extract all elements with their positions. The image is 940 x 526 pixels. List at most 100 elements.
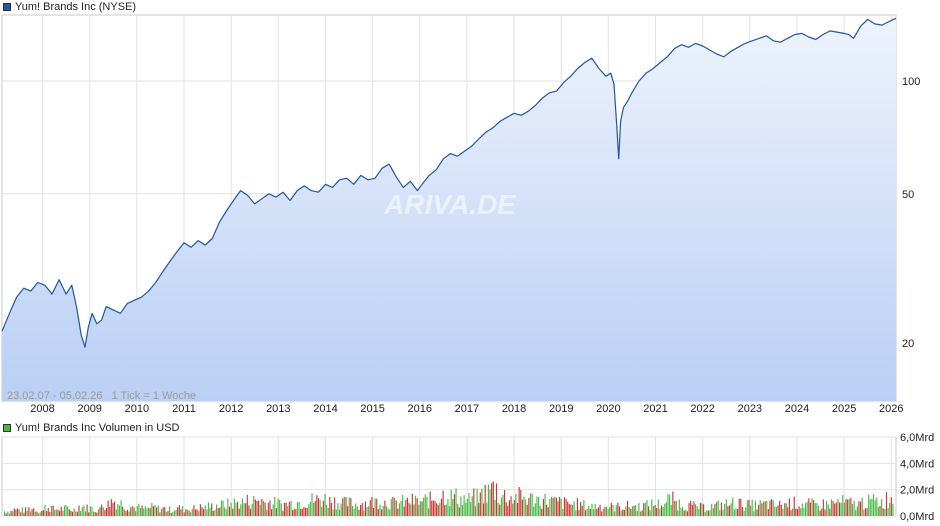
volume-bar xyxy=(526,504,528,516)
x-tick-label: 2024 xyxy=(785,403,809,415)
volume-bar xyxy=(149,508,151,516)
volume-bar xyxy=(139,507,142,516)
volume-bar xyxy=(675,501,677,516)
volume-bar xyxy=(612,504,614,516)
volume-bar xyxy=(552,498,554,516)
volume-bar xyxy=(60,506,62,516)
volume-bar xyxy=(468,492,470,516)
volume-bar xyxy=(673,500,676,516)
volume-bar xyxy=(717,500,719,516)
volume-bar xyxy=(152,506,154,516)
volume-bar xyxy=(47,508,49,516)
volume-bar xyxy=(277,498,279,516)
volume-bar xyxy=(720,502,722,516)
volume-bar xyxy=(754,500,756,516)
volume-bar xyxy=(738,498,740,516)
volume-bar xyxy=(243,503,245,516)
volume-bar xyxy=(777,505,779,516)
volume-bar xyxy=(800,508,802,516)
volume-bar xyxy=(544,493,546,516)
volume-bar xyxy=(146,508,148,516)
x-tick-label: 2012 xyxy=(219,403,243,415)
price-series-line xyxy=(1,17,897,348)
volume-bar xyxy=(368,506,370,516)
volume-bar xyxy=(716,501,718,516)
volume-bar xyxy=(390,499,392,516)
volume-bar xyxy=(677,510,679,516)
volume-bar xyxy=(235,502,237,516)
x-tick-label: 2022 xyxy=(690,403,714,415)
x-tick-label: 2018 xyxy=(502,403,526,415)
volume-bar xyxy=(790,510,792,516)
volume-bar xyxy=(877,507,879,516)
volume-bar xyxy=(688,503,690,516)
volume-bar xyxy=(484,485,486,516)
volume-bar xyxy=(724,503,726,516)
volume-bar xyxy=(220,500,222,516)
volume-bar xyxy=(21,507,23,516)
volume-bar xyxy=(185,509,187,516)
volume-bar xyxy=(398,503,400,516)
volume-bar xyxy=(497,502,499,516)
volume-bar xyxy=(88,512,90,516)
volume-bar xyxy=(722,509,724,516)
volume-bar xyxy=(135,511,137,516)
volume-bar xyxy=(405,499,407,516)
volume-bar xyxy=(295,509,297,516)
volume-bar xyxy=(97,509,99,516)
volume-bar xyxy=(571,504,574,516)
volume-bar xyxy=(740,498,742,516)
volume-bar xyxy=(151,503,153,516)
volume-bar xyxy=(138,503,140,516)
x-tick-label: 2023 xyxy=(738,403,762,415)
volume-bar xyxy=(450,489,452,516)
volume-bar xyxy=(568,504,570,516)
volume-bar xyxy=(256,500,258,516)
volume-bar xyxy=(842,495,844,516)
volume-bar xyxy=(814,503,816,516)
volume-bar xyxy=(338,509,341,516)
volume-legend-swatch xyxy=(3,424,11,432)
volume-bar xyxy=(749,505,752,516)
x-tick-label: 2010 xyxy=(125,403,149,415)
volume-bar xyxy=(856,506,858,516)
volume-bar xyxy=(796,509,799,516)
volume-bar xyxy=(419,501,421,516)
volume-bar xyxy=(759,500,761,516)
volume-bar xyxy=(350,498,352,516)
volume-bar xyxy=(330,502,332,516)
volume-bar xyxy=(301,508,303,516)
volume-bars xyxy=(4,481,894,516)
volume-bar xyxy=(576,498,578,516)
volume-bar xyxy=(172,511,174,516)
volume-bar xyxy=(254,499,256,516)
volume-bar xyxy=(636,510,638,516)
volume-bar xyxy=(471,496,473,516)
volume-bar xyxy=(617,502,619,516)
volume-bar xyxy=(120,500,122,516)
volume-bar xyxy=(607,508,609,516)
volume-bar xyxy=(620,510,622,516)
volume-bar xyxy=(547,507,549,516)
volume-bar xyxy=(733,509,735,516)
volume-bar xyxy=(538,497,540,516)
volume-bar xyxy=(156,507,158,516)
volume-bar xyxy=(591,503,593,516)
volume-bar xyxy=(889,502,891,516)
volume-bar xyxy=(714,503,716,516)
volume-bar xyxy=(876,497,878,516)
volume-bar xyxy=(495,483,498,516)
volume-bar xyxy=(123,509,125,516)
volume-bar xyxy=(555,497,557,516)
volume-bar xyxy=(559,497,561,516)
volume-bar xyxy=(515,493,517,516)
volume-bar xyxy=(694,504,697,516)
volume-bar xyxy=(610,502,612,516)
volume-bar xyxy=(249,508,252,516)
volume-bar xyxy=(466,498,468,516)
volume-bar xyxy=(342,498,344,516)
volume-bar xyxy=(351,505,354,516)
price-y-axis: 20 50 100 xyxy=(902,76,920,350)
volume-bar xyxy=(337,503,339,516)
volume-bar xyxy=(725,499,727,516)
